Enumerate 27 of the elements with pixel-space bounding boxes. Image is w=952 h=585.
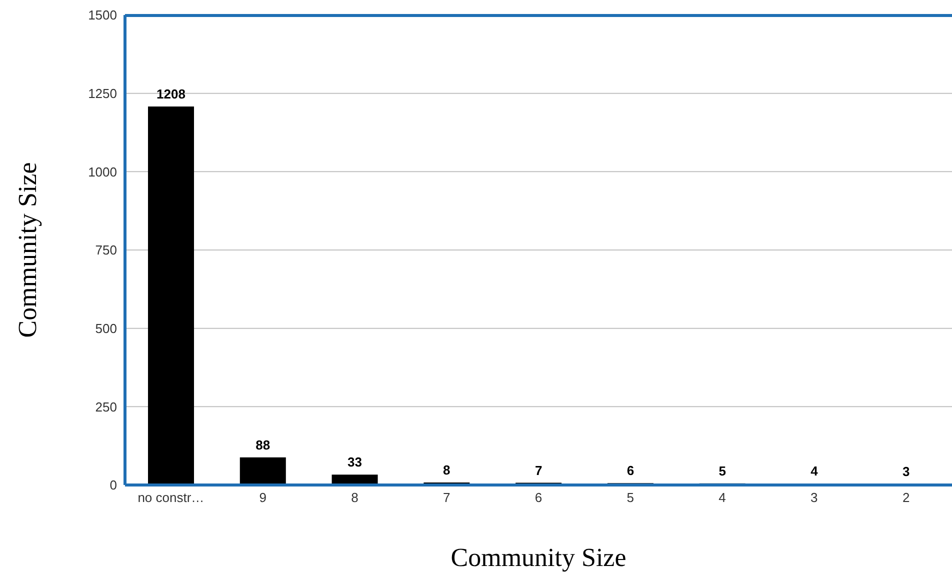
y-tick-label: 1000 (88, 164, 117, 180)
data-label: 1208 (156, 86, 186, 102)
x-tick-label: 9 (259, 490, 266, 506)
y-tick-label: 1250 (88, 86, 117, 101)
x-tick-label: 2 (902, 490, 910, 506)
x-tick-label: 6 (534, 490, 542, 506)
data-label: 33 (348, 454, 362, 470)
x-tick-label: 4 (718, 490, 726, 506)
data-label: 8 (443, 462, 450, 478)
x-tick-label: 7 (442, 490, 450, 506)
data-label: 7 (534, 462, 542, 478)
x-tick-label: no constr… (138, 490, 204, 506)
data-label: 6 (626, 463, 634, 478)
data-label: 5 (718, 463, 726, 478)
y-tick-label: 250 (95, 399, 117, 414)
x-tick-label: 3 (810, 490, 818, 506)
data-label: 4 (810, 464, 819, 479)
y-axis-title: Community Size (13, 162, 43, 338)
y-tick-label: 1500 (88, 8, 117, 23)
data-label: 88 (256, 437, 270, 452)
y-tick-label: 500 (95, 320, 117, 336)
x-tick-label: 8 (351, 490, 358, 506)
data-label: 3 (902, 464, 910, 480)
y-tick-label: 0 (110, 478, 117, 493)
x-tick-label: 5 (626, 490, 634, 506)
x-axis-title: Community Size (450, 543, 628, 573)
y-tick-label: 750 (95, 242, 117, 258)
